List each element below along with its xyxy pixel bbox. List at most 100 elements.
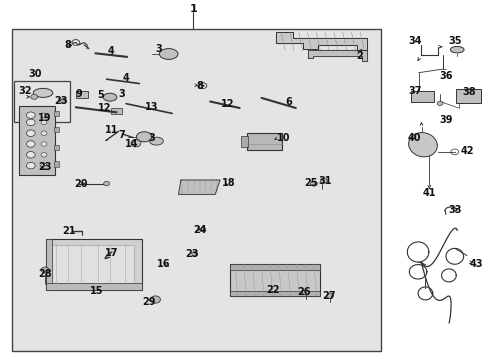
Bar xyxy=(241,136,247,147)
Circle shape xyxy=(26,112,35,118)
Text: 41: 41 xyxy=(422,188,435,198)
Text: 18: 18 xyxy=(222,178,235,188)
Circle shape xyxy=(31,94,38,99)
Circle shape xyxy=(320,178,326,183)
Text: 19: 19 xyxy=(38,113,52,123)
Text: 42: 42 xyxy=(459,146,473,156)
Text: 1: 1 xyxy=(189,4,197,14)
Text: 28: 28 xyxy=(38,269,52,279)
Circle shape xyxy=(200,228,205,232)
Polygon shape xyxy=(276,32,366,50)
Text: 22: 22 xyxy=(265,285,279,295)
Text: 4: 4 xyxy=(108,46,115,56)
Text: 23: 23 xyxy=(38,162,52,172)
Text: 34: 34 xyxy=(407,36,421,46)
Circle shape xyxy=(41,120,47,125)
Circle shape xyxy=(436,101,442,105)
Text: 9: 9 xyxy=(76,89,82,99)
Circle shape xyxy=(41,153,47,157)
Text: 8: 8 xyxy=(64,40,71,50)
Circle shape xyxy=(41,163,47,168)
Circle shape xyxy=(131,140,141,147)
Bar xyxy=(51,245,134,286)
Ellipse shape xyxy=(449,46,463,53)
Text: 20: 20 xyxy=(74,179,87,189)
Circle shape xyxy=(326,293,333,298)
Text: 32: 32 xyxy=(19,86,32,96)
Text: 30: 30 xyxy=(28,69,42,79)
Circle shape xyxy=(41,113,47,117)
Circle shape xyxy=(103,181,109,186)
Circle shape xyxy=(26,141,35,147)
Text: 38: 38 xyxy=(462,87,475,97)
Polygon shape xyxy=(178,180,220,194)
Circle shape xyxy=(150,296,160,303)
Bar xyxy=(46,283,142,290)
Text: 8: 8 xyxy=(196,81,203,91)
Text: 7: 7 xyxy=(118,130,124,140)
Text: 35: 35 xyxy=(447,36,461,46)
Ellipse shape xyxy=(159,49,178,59)
Bar xyxy=(14,81,70,122)
Circle shape xyxy=(191,252,197,256)
Bar xyxy=(46,239,142,290)
Bar xyxy=(229,291,320,296)
Text: 26: 26 xyxy=(297,287,310,297)
Bar xyxy=(410,91,433,102)
Text: 40: 40 xyxy=(407,132,421,143)
Bar xyxy=(76,91,88,98)
Text: 33: 33 xyxy=(447,204,461,215)
Text: 16: 16 xyxy=(157,258,170,269)
Ellipse shape xyxy=(33,88,53,97)
Text: 23: 23 xyxy=(54,96,68,106)
Bar xyxy=(46,239,52,290)
Text: 3: 3 xyxy=(118,89,124,99)
Text: 31: 31 xyxy=(318,176,331,186)
Ellipse shape xyxy=(149,137,163,145)
Bar xyxy=(111,108,122,114)
Text: 15: 15 xyxy=(90,286,103,296)
Circle shape xyxy=(26,130,35,136)
Text: 37: 37 xyxy=(407,86,421,96)
Circle shape xyxy=(26,162,35,169)
Circle shape xyxy=(43,165,49,170)
Circle shape xyxy=(302,290,308,295)
Circle shape xyxy=(26,119,35,126)
Ellipse shape xyxy=(136,132,152,142)
Ellipse shape xyxy=(103,93,117,101)
Bar xyxy=(54,161,59,167)
Text: 14: 14 xyxy=(125,139,139,149)
Bar xyxy=(54,145,59,150)
Text: 27: 27 xyxy=(321,291,335,301)
Polygon shape xyxy=(307,50,366,61)
Bar xyxy=(229,264,320,296)
Bar xyxy=(455,89,480,103)
Circle shape xyxy=(310,181,317,186)
Bar xyxy=(54,111,59,116)
Text: 43: 43 xyxy=(469,258,483,269)
Circle shape xyxy=(41,267,49,273)
Text: 3: 3 xyxy=(155,44,162,54)
Text: 2: 2 xyxy=(355,51,362,61)
Circle shape xyxy=(41,142,47,146)
Text: 23: 23 xyxy=(184,249,198,259)
Text: 4: 4 xyxy=(122,73,129,84)
Text: 25: 25 xyxy=(303,178,317,188)
Text: 36: 36 xyxy=(438,71,452,81)
Bar xyxy=(12,29,381,351)
Text: 21: 21 xyxy=(62,226,76,236)
Text: 13: 13 xyxy=(144,102,158,112)
Text: 3: 3 xyxy=(148,132,155,143)
Text: 39: 39 xyxy=(438,114,452,125)
Text: 24: 24 xyxy=(193,225,207,235)
Bar xyxy=(54,127,59,132)
Text: 17: 17 xyxy=(104,248,118,258)
Text: 12: 12 xyxy=(98,103,112,113)
Text: 12: 12 xyxy=(220,99,234,109)
Text: 11: 11 xyxy=(104,125,118,135)
Circle shape xyxy=(61,99,66,103)
Circle shape xyxy=(26,152,35,158)
Text: 6: 6 xyxy=(285,96,291,107)
Text: 5: 5 xyxy=(97,90,103,100)
Text: 10: 10 xyxy=(276,133,290,143)
